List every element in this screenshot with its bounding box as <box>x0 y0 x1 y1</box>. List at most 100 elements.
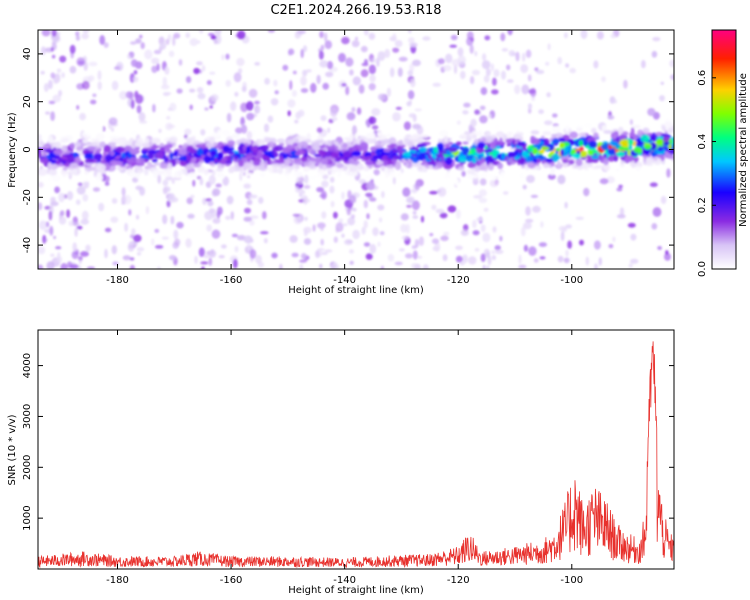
spectrogram-band-blob <box>576 127 583 131</box>
spectrogram-speckle <box>289 235 298 243</box>
spectrogram-speckle <box>127 242 135 252</box>
spectrogram-speckle <box>303 184 311 189</box>
spectrogram-speckle <box>263 123 270 133</box>
spectrogram-speckle <box>38 181 44 188</box>
spectrogram-speckle <box>53 235 57 240</box>
spectrogram-band-blob <box>342 143 348 148</box>
spectrogram-speckle <box>349 249 354 254</box>
spectrogram-speckle <box>82 30 90 34</box>
spectrogram-speckle <box>130 59 138 67</box>
spectrogram-speckle <box>442 254 448 262</box>
spectrogram-band-blob <box>62 137 70 142</box>
spectrogram-speckle <box>246 130 253 140</box>
spectrogram-speckle <box>398 56 408 62</box>
spectrogram-speckle <box>300 253 307 260</box>
spectrogram-band-blob <box>333 141 338 145</box>
spectrogram-speckle <box>159 42 167 50</box>
spectrogram-band-blob <box>144 168 149 176</box>
spectrogram-band-blob <box>163 138 170 142</box>
spectrogram-speckle <box>104 227 112 233</box>
spectrogram-band-blob <box>255 126 263 133</box>
spectrogram-speckle <box>233 72 242 83</box>
spectrogram-speckle <box>525 218 534 223</box>
spectrogram-speckle <box>450 34 458 41</box>
spectrogram-band-blob <box>628 139 634 146</box>
spectrogram-speckle <box>580 30 588 40</box>
spectrogram-speckle <box>45 111 50 115</box>
snr-x-label: Height of straight line (km) <box>288 585 424 596</box>
spectrogram-x-axis: -180 -160 -140 -120 -100 <box>106 30 583 286</box>
spectrogram-band-blob <box>459 154 467 159</box>
spectrogram-speckle <box>544 120 553 126</box>
spectrogram-speckle <box>670 74 674 80</box>
spectrogram-speckle <box>300 76 307 86</box>
spectrogram-band-blob <box>631 160 635 169</box>
spectrogram-speckle <box>657 246 662 250</box>
spectrogram-speckle <box>482 232 491 243</box>
spectrogram-speckle <box>561 226 568 233</box>
spectrogram-speckle <box>299 263 304 269</box>
spectrogram-band-blob <box>54 141 62 149</box>
spectrogram-band-blob <box>467 161 477 169</box>
spectrogram-band-blob <box>402 151 412 157</box>
spectrogram-speckle <box>299 259 308 263</box>
spectrogram-band-blob <box>571 148 576 156</box>
spectrogram-speckle <box>372 227 379 237</box>
spectrogram-band-blob <box>203 155 212 164</box>
spectrogram-speckle <box>377 93 386 101</box>
spectrogram-band-blob <box>400 159 405 163</box>
spectrogram-speckle <box>236 30 246 40</box>
spectrogram-speckle <box>527 103 533 110</box>
spectrogram-speckle <box>81 32 89 40</box>
spectrogram-speckle <box>456 120 461 125</box>
spectrogram-speckle <box>208 174 216 185</box>
y-tick-label: 40 <box>22 48 33 61</box>
spectrogram-speckle <box>80 218 89 225</box>
spectrogram-speckle <box>469 76 475 85</box>
spectrogram-speckle <box>346 208 351 216</box>
spectrogram-band-blob <box>555 132 564 138</box>
spectrogram-speckle <box>434 242 441 252</box>
spectrogram-speckle <box>184 128 192 136</box>
spectrogram-band-blob <box>663 141 671 146</box>
spectrogram-band-blob <box>296 149 306 155</box>
spectrogram-speckle <box>499 235 503 242</box>
spectrogram-speckle <box>38 264 44 269</box>
spectrogram-band-blob <box>418 166 423 170</box>
spectrogram-band-blob <box>457 166 465 171</box>
spectrogram-speckle <box>363 242 371 247</box>
spectrogram-band-blob <box>392 155 402 160</box>
spectrogram-band-blob <box>603 158 609 166</box>
spectrogram-band-blob <box>336 162 344 169</box>
spectrogram-band-blob <box>571 153 581 159</box>
spectrogram-speckle <box>215 183 222 188</box>
spectrogram-band-blob <box>527 147 534 153</box>
spectrogram-speckle <box>488 114 492 119</box>
spectrogram-speckle <box>414 239 419 248</box>
spectrogram-speckle <box>525 206 531 216</box>
spectrogram-band-blob <box>224 160 233 164</box>
spectrogram-band-blob <box>645 157 652 165</box>
spectrogram-speckle <box>480 87 488 96</box>
spectrogram-band-blob <box>178 147 187 156</box>
spectrogram-speckle <box>257 261 264 268</box>
spectrogram-band-blob <box>664 121 673 129</box>
spectrogram-speckle <box>135 214 140 220</box>
spectrogram-speckle <box>412 215 419 219</box>
colorbar-tick-label: 0.0 <box>697 261 708 277</box>
spectrogram-speckle <box>173 32 181 39</box>
spectrogram-speckle <box>535 69 545 75</box>
spectrogram-speckle <box>332 117 338 122</box>
spectrogram-band-blob <box>319 170 326 176</box>
spectrogram-speckle <box>349 69 354 76</box>
spectrogram-speckle <box>481 60 491 70</box>
spectrogram-speckle <box>360 45 368 53</box>
spectrogram-speckle <box>368 64 376 75</box>
spectrogram-speckle <box>659 95 665 102</box>
spectrogram-speckle <box>371 125 379 130</box>
spectrogram-speckle <box>212 218 221 224</box>
spectrogram-speckle <box>459 262 465 266</box>
spectrogram-speckle <box>38 246 46 255</box>
spectrogram-speckle <box>136 247 145 252</box>
spectrogram-speckle <box>104 175 110 183</box>
